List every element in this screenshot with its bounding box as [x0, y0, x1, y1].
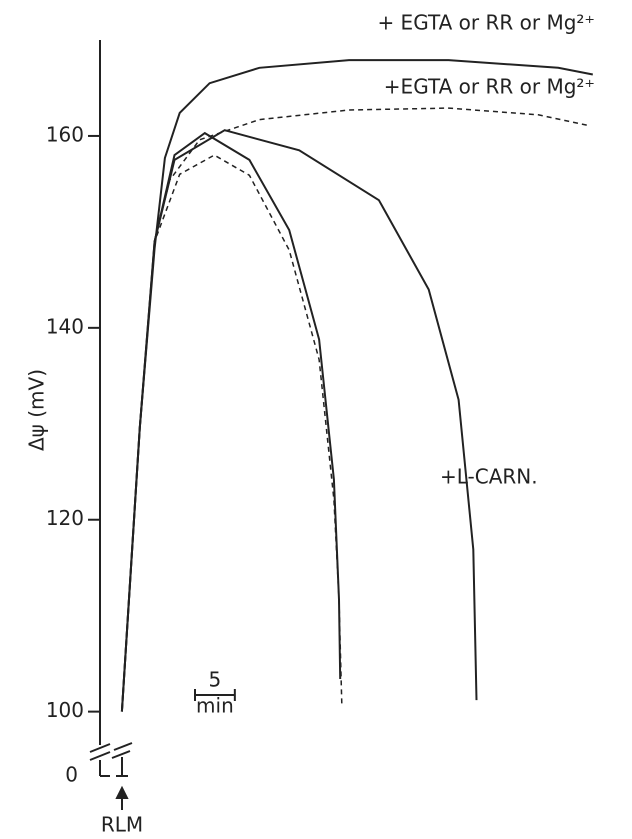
y-axis-label: Δψ (mV) — [25, 369, 49, 451]
line — [120, 59, 593, 712]
line — [121, 107, 589, 712]
series-label: + EGTA or RR or Mg²⁺ — [377, 11, 595, 35]
y-tick-label: 140 — [46, 314, 84, 338]
axis-break-label: 0 — [65, 763, 78, 787]
scale-bar-label: 5 — [209, 668, 222, 692]
series-label: +EGTA or RR or Mg²⁺ — [384, 75, 595, 99]
y-tick-label: 100 — [46, 698, 84, 722]
series-label: +L-CARN. — [440, 465, 538, 489]
line — [120, 129, 478, 712]
y-tick-label: 160 — [46, 122, 84, 146]
scale-bar-unit: min — [196, 694, 234, 718]
addition-label: RLM — [101, 813, 143, 837]
line — [120, 131, 342, 712]
axis-break — [89, 742, 133, 810]
y-tick-label: 120 — [46, 506, 84, 530]
